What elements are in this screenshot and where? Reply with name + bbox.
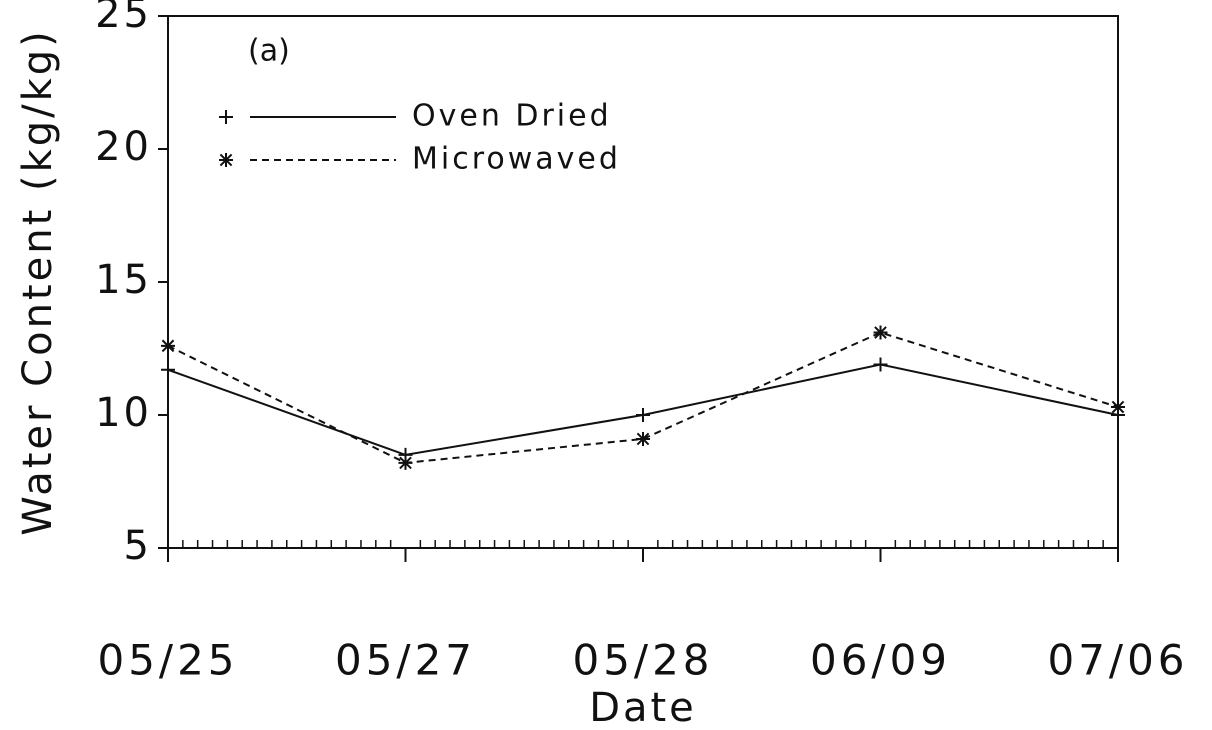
y-axis-title: Water Content (kg/kg) [15, 28, 61, 536]
x-tick-label: 05/27 [335, 636, 476, 685]
x-tick-label: 07/06 [1047, 636, 1188, 685]
legend-marker [219, 153, 233, 167]
data-point [636, 408, 650, 422]
annotation: (a) [248, 34, 290, 69]
series-line [167, 331, 1119, 464]
data-point [1111, 400, 1125, 415]
legend-marker [219, 110, 233, 124]
x-tick-label: 05/28 [572, 636, 713, 685]
legend-label: Microwaved [412, 142, 621, 177]
data-point [636, 431, 650, 446]
legend-label: Oven Dried [412, 99, 612, 134]
y-tick-label: 20 [95, 124, 152, 170]
data-point [873, 357, 888, 372]
data-point [873, 325, 888, 340]
y-tick-label: 15 [95, 257, 152, 303]
x-tick-label: 05/25 [97, 636, 238, 685]
x-axis-title: Date [589, 685, 697, 730]
data-point [161, 362, 175, 377]
data-point [161, 338, 175, 353]
plot-frame [167, 15, 1119, 549]
y-tick-label: 10 [95, 390, 152, 436]
x-tick-label: 06/09 [810, 636, 951, 685]
y-tick-label: 25 [95, 0, 152, 37]
data-point [398, 455, 413, 470]
y-tick-label: 5 [124, 523, 152, 569]
